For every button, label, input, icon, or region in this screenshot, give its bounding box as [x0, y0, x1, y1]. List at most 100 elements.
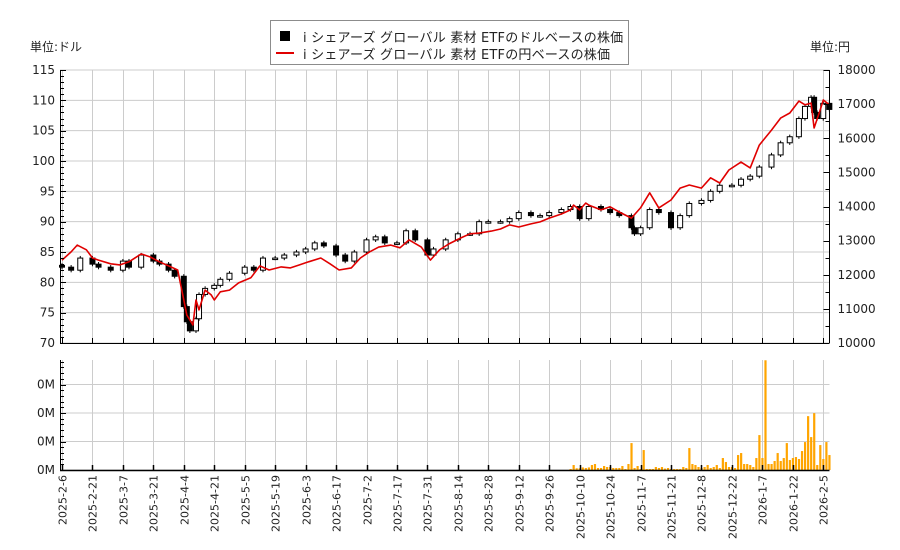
volume-bar [615, 468, 618, 470]
volume-bar [590, 465, 594, 470]
legend-label-usd: i シェアーズ グローバル 素材 ETFのドルベースの株価 [303, 30, 624, 46]
volume-bar [633, 468, 636, 470]
volume-bar [575, 468, 578, 470]
candle-up [698, 199, 705, 204]
candle-up [241, 266, 248, 274]
right-y-tick-label: 15000 [838, 165, 876, 179]
axes [60, 70, 830, 472]
volume-bar [773, 461, 776, 470]
x-tick-label: 2025-5-19 [270, 475, 283, 532]
candle-up [707, 190, 714, 201]
candle-up [302, 248, 309, 253]
candle-up [211, 284, 218, 289]
volume-bar [679, 469, 682, 470]
volume-bar [819, 445, 822, 470]
left-y-tick-label: 110 [32, 93, 55, 107]
volume-bar [630, 443, 633, 470]
volume-bar [788, 460, 791, 470]
volume-bars [569, 360, 831, 470]
candle-up [728, 184, 735, 188]
candle-down [527, 212, 534, 217]
candle-down [628, 215, 635, 229]
volume-y-tick-label: 0M [37, 406, 55, 420]
candle-up [351, 251, 358, 262]
volume-bar [718, 468, 721, 470]
volume-bar [828, 455, 831, 470]
candle-up [217, 278, 224, 286]
volume-bar [606, 467, 609, 470]
volume-bar [657, 468, 661, 470]
volume-bar [642, 450, 645, 470]
left-y-tick-label: 95 [40, 184, 55, 198]
volume-bar [776, 453, 779, 470]
candle-up [372, 236, 379, 241]
volume-bar [596, 468, 600, 470]
volume-bar [612, 468, 615, 470]
x-tick-label: 2025-7-17 [392, 475, 405, 532]
x-tick-label: 2025-6-3 [301, 475, 314, 525]
candle-up [677, 215, 684, 229]
volume-bar [764, 360, 767, 470]
volume-bar [715, 465, 718, 470]
x-tick-label: 2025-12-22 [727, 475, 740, 539]
volume-bar [581, 467, 584, 470]
volume-bar [639, 469, 642, 470]
right-y-tick-label: 10000 [838, 336, 876, 350]
x-tick-label: 2025-11-21 [666, 475, 679, 539]
candle-up [786, 136, 793, 144]
volume-bar [755, 458, 758, 470]
candle-down [607, 209, 614, 214]
volume-bar [825, 442, 828, 470]
volume-bar [584, 468, 587, 470]
volume-bar [752, 467, 755, 470]
volume-bar [797, 459, 801, 470]
volume-bar [593, 464, 597, 470]
volume-bar [746, 464, 749, 470]
volume-bar [569, 469, 572, 470]
volume-bar [703, 467, 706, 470]
x-tick-label: 2025-2-21 [87, 475, 100, 532]
volume-bar [706, 465, 709, 470]
axis-labels: 2025-2-6 2025-2-21 2025-3-7 2025-3-21 2025-4… [32, 63, 876, 539]
volume-bar [712, 467, 715, 470]
candle-up [259, 257, 266, 271]
candle-down [333, 245, 340, 256]
candle-up [138, 254, 145, 268]
volume-bar [770, 464, 773, 470]
candle-down [68, 266, 75, 271]
x-tick-label: 2025-10-24 [605, 475, 618, 539]
left-axis-unit-label: 単位:ドル [30, 40, 83, 54]
right-y-tick-label: 12000 [838, 268, 876, 282]
right-y-tick-label: 11000 [838, 302, 876, 316]
candle-down [381, 236, 388, 244]
left-y-tick-label: 90 [40, 215, 55, 229]
candle-up [537, 215, 544, 218]
candle-up [637, 227, 644, 235]
candle-down [250, 266, 257, 271]
right-y-tick-label: 16000 [838, 131, 876, 145]
right-y-tick-label: 18000 [838, 63, 876, 77]
volume-bar [822, 459, 825, 470]
candle-up [515, 212, 522, 220]
candle-up [497, 221, 504, 224]
x-tick-label: 2025-7-2 [362, 475, 375, 525]
volume-bar [624, 469, 627, 470]
candle-down [186, 321, 193, 332]
candle-up [768, 154, 775, 168]
left-y-tick-label: 80 [40, 275, 55, 289]
candle-up [646, 209, 653, 229]
x-tick-label: 2025-4-4 [179, 475, 192, 525]
volume-bar [666, 468, 670, 470]
candle-up [363, 239, 370, 253]
candle-up [747, 175, 754, 180]
candle-down [320, 242, 327, 247]
volume-bar [782, 458, 785, 470]
volume-bar [761, 458, 764, 470]
candle-up [430, 248, 437, 256]
x-tick-label: 2025-8-14 [453, 475, 466, 532]
volume-bar [688, 448, 691, 470]
candle-up [77, 257, 84, 271]
left-y-tick-label: 85 [40, 245, 55, 259]
volume-bar [587, 467, 590, 470]
